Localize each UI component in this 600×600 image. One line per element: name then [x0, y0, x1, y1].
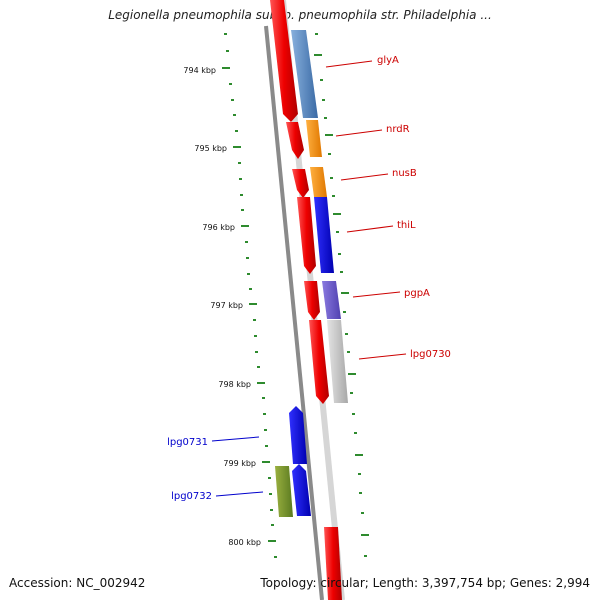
- cds-segment: [292, 169, 309, 198]
- leader-lpg0730: [358, 353, 407, 360]
- gene-pgpA: [322, 281, 341, 319]
- tick-marks: [222, 33, 369, 558]
- accession-text: Accession: NC_002942: [9, 576, 146, 590]
- gene-glyA: [291, 30, 318, 118]
- tick-label: 797 kbp: [210, 301, 243, 310]
- gene-label-lpg0731: lpg0731: [167, 437, 208, 448]
- cds-segment: [286, 122, 304, 159]
- gene-label-nusB: nusB: [392, 168, 417, 179]
- gene-nusB: [310, 167, 327, 197]
- gene-lpg0732: [275, 466, 293, 517]
- gene-leader-lines: [211, 60, 407, 497]
- cds-segment: [270, 0, 298, 122]
- cds-segment: [324, 527, 342, 600]
- gene-thiL: [314, 197, 334, 273]
- cds-segment: [304, 281, 320, 320]
- gene-label-thiL: thiL: [397, 220, 416, 231]
- leader-lpg0731: [211, 436, 260, 442]
- gene-label-glyA: glyA: [377, 55, 399, 66]
- leader-pgpA: [352, 291, 401, 298]
- tick-labels: 794 kbp 795 kbp 796 kbp 797 kbp 798 kbp …: [183, 66, 261, 547]
- leader-glyA: [325, 60, 373, 68]
- tick-label: 798 kbp: [218, 380, 251, 389]
- tick-label: 800 kbp: [228, 538, 261, 547]
- leader-nusB: [340, 173, 389, 181]
- gene-features: [275, 30, 348, 517]
- cds-segment: [309, 320, 329, 404]
- map-title: Legionella pneumophila subsp. pneumophil…: [108, 8, 492, 22]
- gene-label-lpg0730: lpg0730: [410, 349, 451, 360]
- tick-label: 799 kbp: [223, 459, 256, 468]
- gene-labels: glyA nrdR nusB thiL pgpA lpg0730 lpg0731…: [167, 55, 451, 502]
- gene-lpg0731-b: [292, 464, 311, 516]
- backbone-inner-line: [264, 25, 324, 600]
- leader-thiL: [346, 225, 394, 233]
- cds-segment: [297, 197, 316, 274]
- gene-nrdR: [306, 120, 322, 157]
- tick-label: 794 kbp: [183, 66, 216, 75]
- forward-strand-cds: [270, 0, 342, 600]
- topology-text: Topology: circular; Length: 3,397,754 bp…: [260, 576, 590, 590]
- gene-label-lpg0732: lpg0732: [171, 491, 212, 502]
- tick-label: 795 kbp: [194, 144, 227, 153]
- gene-lpg0731: [289, 406, 307, 464]
- gene-label-pgpA: pgpA: [404, 288, 430, 299]
- leader-lpg0732: [215, 491, 264, 497]
- leader-nrdR: [335, 129, 383, 137]
- gene-label-nrdR: nrdR: [386, 124, 410, 135]
- tick-label: 796 kbp: [202, 223, 235, 232]
- gene-lpg0730: [327, 320, 348, 403]
